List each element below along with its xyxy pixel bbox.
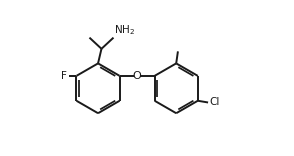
Text: O: O bbox=[133, 71, 141, 81]
Text: F: F bbox=[61, 71, 67, 81]
Text: Cl: Cl bbox=[209, 98, 219, 107]
Text: NH$_2$: NH$_2$ bbox=[114, 23, 136, 37]
